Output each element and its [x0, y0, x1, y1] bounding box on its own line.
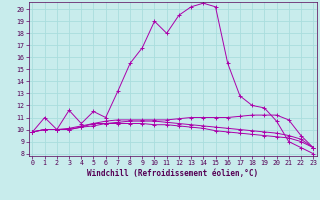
- X-axis label: Windchill (Refroidissement éolien,°C): Windchill (Refroidissement éolien,°C): [87, 169, 258, 178]
